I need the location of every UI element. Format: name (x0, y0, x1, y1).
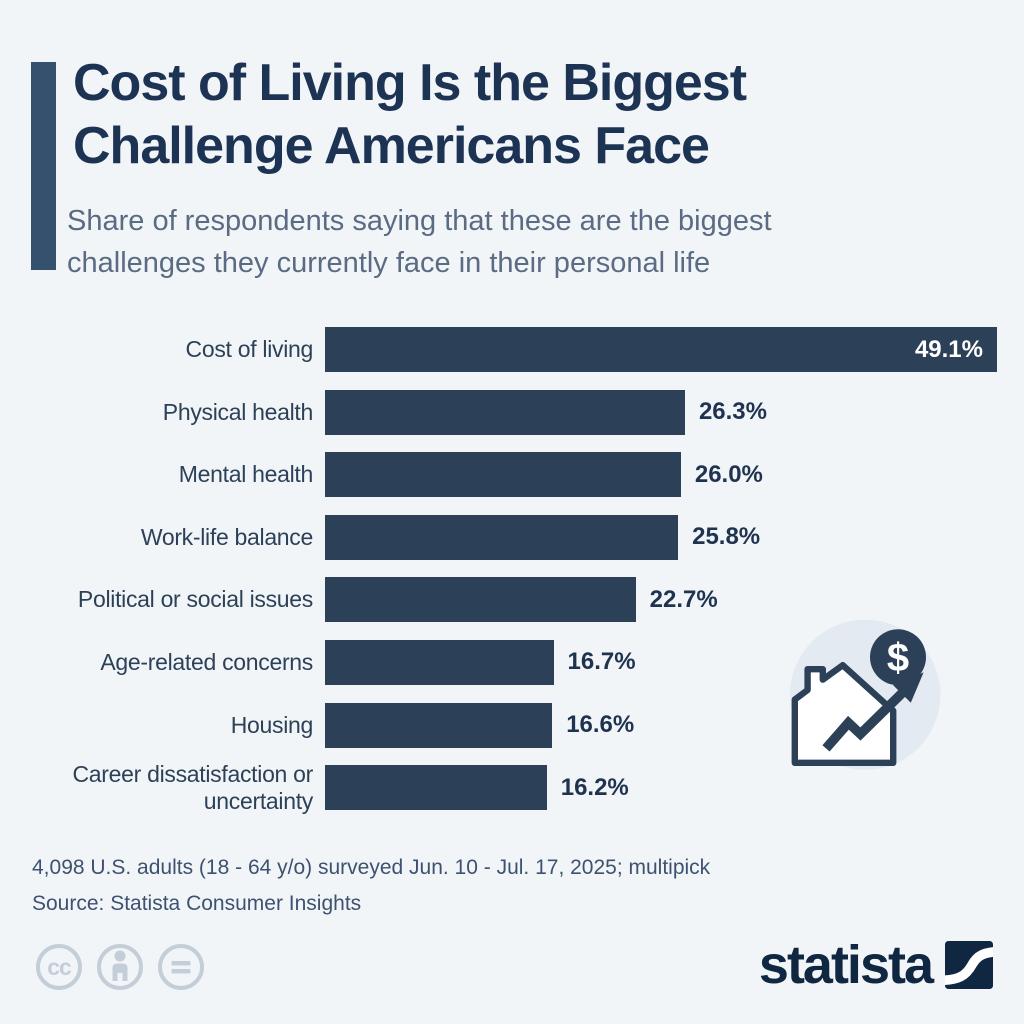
bar (325, 765, 547, 811)
bar-track: 16.6% (325, 702, 997, 748)
page-title: Cost of Living Is the Biggest Challenge … (73, 52, 747, 178)
bar-value: 25.8% (692, 523, 761, 551)
bar-chart: Cost of living 49.1% Physical health 26.3% M… (31, 327, 997, 814)
bar-value: 26.0% (694, 460, 763, 488)
bar-track: 49.1% (325, 327, 997, 372)
house-cost-rising-icon: $ (786, 614, 946, 774)
category-label: Work-life balance (140, 523, 313, 550)
bar (325, 452, 681, 498)
statista-logo-text: statista (758, 935, 934, 995)
statista-logo-mark-icon (945, 941, 993, 989)
chart-row: Mental health 26.0% (31, 452, 997, 498)
bar (325, 389, 685, 435)
bar (325, 514, 679, 560)
bar-value: 49.1% (914, 335, 983, 363)
bar-track: 25.8% (325, 514, 997, 560)
bar-track: 26.3% (325, 389, 997, 435)
bar-track: 22.7% (325, 577, 997, 623)
bar-value: 26.3% (698, 398, 767, 426)
bar-value: 16.2% (560, 773, 629, 801)
bar: 49.1% (325, 327, 997, 372)
statista-logo[interactable]: statista (759, 934, 993, 996)
chart-row: Physical health 26.3% (31, 389, 997, 435)
bar-track: 16.2% (325, 765, 997, 811)
category-label: Political or social issues (77, 586, 313, 613)
page-subtitle: Share of respondents saying that these a… (67, 200, 772, 284)
license-icons[interactable]: cc (34, 942, 206, 992)
title-line-1: Cost of Living Is the Biggest (73, 54, 747, 112)
source-note: Source: Statista Consumer Insights (32, 892, 362, 915)
title-accent-bar (31, 62, 56, 270)
bar (325, 577, 636, 623)
category-label: Cost of living (185, 335, 314, 362)
trend-arrowhead (893, 672, 924, 703)
category-label: Career dissatisfaction or uncertainty (72, 760, 314, 814)
attribution-person-icon[interactable] (95, 942, 145, 992)
category-label: Mental health (178, 461, 314, 488)
chart-row: Age-related concerns 16.7% (31, 639, 997, 685)
bar-value: 16.7% (567, 648, 636, 676)
title-line-2: Challenge Americans Face (73, 117, 710, 175)
dollar-badge-circle (870, 629, 926, 686)
no-derivatives-equals-icon[interactable] (156, 942, 206, 992)
bar-track: 26.0% (325, 452, 997, 498)
survey-note: 4,098 U.S. adults (18 - 64 y/o) surveyed… (32, 856, 711, 879)
bar-value: 22.7% (649, 585, 718, 613)
house-outline-icon (791, 662, 897, 766)
cc-icon[interactable]: cc (34, 942, 84, 992)
category-label: Housing (230, 711, 314, 738)
subtitle-line-1: Share of respondents saying that these a… (67, 205, 772, 237)
house-icon-svg: $ (790, 619, 941, 770)
category-label: Age-related concerns (100, 648, 313, 675)
subtitle-line-2: challenges they currently face in their … (67, 247, 711, 279)
chart-row: Work-life balance 25.8% (31, 514, 997, 560)
svg-text:cc: cc (47, 954, 72, 980)
bar (325, 702, 553, 748)
chart-row: Cost of living 49.1% (31, 327, 997, 372)
chart-row: Political or social issues 22.7% (31, 577, 997, 623)
footer-notes: 4,098 U.S. adults (18 - 64 y/o) surveyed… (32, 850, 710, 922)
category-label: Physical health (162, 398, 314, 425)
trend-zigzag-line (822, 688, 907, 752)
bar-track: 16.7% (325, 639, 997, 685)
dollar-sign-icon: $ (887, 636, 909, 680)
bar (325, 639, 554, 685)
chart-row: Housing 16.6% (31, 702, 997, 748)
chart-row: Career dissatisfaction or uncertainty 16.… (31, 761, 997, 814)
bar-value: 16.6% (566, 711, 635, 739)
